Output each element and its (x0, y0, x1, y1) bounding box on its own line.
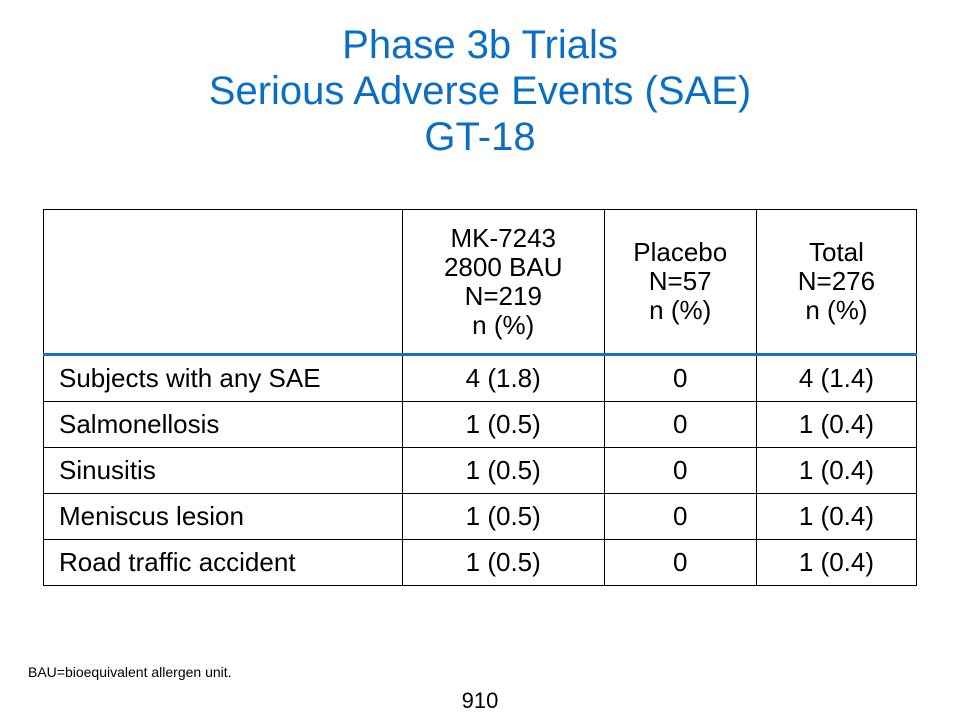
cell-total: 1 (0.4) (755, 401, 918, 448)
cell-placebo: 0 (603, 354, 757, 402)
cell-total: 1 (0.4) (755, 539, 918, 586)
header-mk7243-line-3: N=219 (464, 280, 542, 311)
table-row: Salmonellosis 1 (0.5) 0 1 (0.4) (43, 401, 918, 448)
header-placebo-line-1: Placebo (633, 237, 728, 267)
cell-total: 1 (0.4) (755, 493, 918, 540)
cell-mk7243: 1 (0.5) (401, 447, 605, 494)
cell-placebo: 0 (603, 401, 757, 448)
cell-mk7243: 1 (0.5) (401, 539, 605, 586)
cell-placebo: 0 (603, 493, 757, 540)
cell-placebo: 0 (603, 539, 757, 586)
header-placebo-line-3: n (%) (649, 295, 712, 325)
table-header-row: MK-7243 2800 BAU N=219 n (%) Placebo N=5… (43, 209, 918, 356)
page-number: 910 (461, 688, 499, 713)
sae-table: MK-7243 2800 BAU N=219 n (%) Placebo N=5… (43, 209, 918, 586)
header-mk7243-line-4: n (%) (472, 309, 535, 340)
cell-mk7243: 4 (1.8) (401, 354, 605, 402)
title-line-3: GT-18 (424, 115, 536, 159)
table-row: Meniscus lesion 1 (0.5) 0 1 (0.4) (43, 493, 918, 540)
row-label: Meniscus lesion (43, 493, 403, 540)
row-label: Salmonellosis (43, 401, 403, 448)
header-mk7243-line-1: MK-7243 (450, 222, 556, 253)
row-label: Subjects with any SAE (43, 354, 403, 402)
table-row: Sinusitis 1 (0.5) 0 1 (0.4) (43, 447, 918, 494)
table-row: Subjects with any SAE 4 (1.8) 0 4 (1.4) (43, 354, 918, 402)
header-cell-placebo: Placebo N=57 n (%) (603, 209, 757, 356)
header-cell-mk7243: MK-7243 2800 BAU N=219 n (%) (401, 209, 605, 356)
cell-mk7243: 1 (0.5) (401, 493, 605, 540)
row-label: Sinusitis (43, 447, 403, 494)
cell-total: 1 (0.4) (755, 447, 918, 494)
header-mk7243-line-2: 2800 BAU (443, 251, 563, 282)
header-placebo-line-2: N=57 (648, 266, 712, 296)
cell-placebo: 0 (603, 447, 757, 494)
cell-total: 4 (1.4) (755, 354, 918, 402)
header-cell-empty (43, 209, 403, 356)
slide-title: Phase 3b Trials Serious Adverse Events (… (0, 22, 960, 160)
table-row: Road traffic accident 1 (0.5) 0 1 (0.4) (43, 539, 918, 586)
title-line-1: Phase 3b Trials (342, 23, 618, 67)
header-total-line-3: n (%) (805, 295, 868, 325)
header-total-line-2: N=276 (797, 266, 876, 296)
title-line-2: Serious Adverse Events (SAE) (208, 69, 752, 113)
cell-mk7243: 1 (0.5) (401, 401, 605, 448)
footnote: BAU=bioequivalent allergen unit. (28, 664, 232, 680)
header-cell-total: Total N=276 n (%) (755, 209, 918, 356)
header-total-line-1: Total (808, 237, 864, 267)
row-label: Road traffic accident (43, 539, 403, 586)
